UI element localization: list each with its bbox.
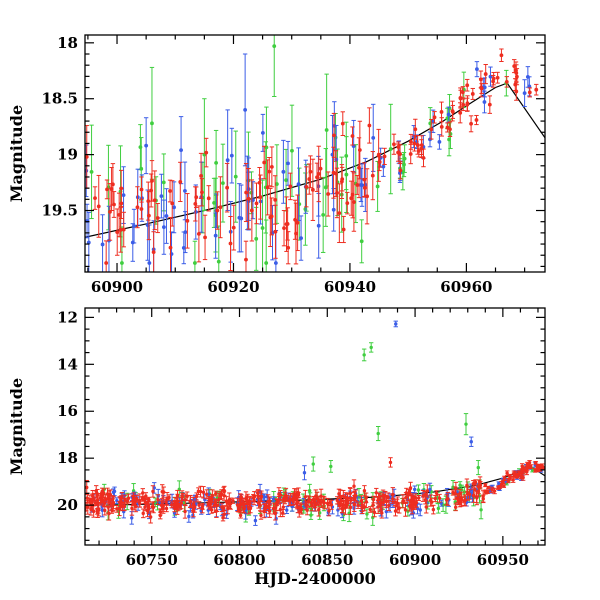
- y-tick-label: 20: [57, 496, 78, 514]
- plot-area: [85, 320, 545, 526]
- y-tick-label: 16: [57, 402, 78, 420]
- x-tick-label: 60920: [207, 278, 259, 296]
- panels-root: 60900 60920 60940 60960 18 18.5 19 19.5 60750 608…: [41, 34, 546, 569]
- plot-area: [85, 35, 545, 272]
- x-tick-label: 60800: [213, 551, 265, 569]
- x-tick-label: 60900: [389, 551, 441, 569]
- x-axis-label: HJD-2400000: [254, 569, 375, 588]
- y-tick-label: 14: [57, 355, 78, 373]
- series-red: [85, 457, 545, 524]
- tick-labels: 60750 60800 60850 60900 60950 12 14 16 18 20: [57, 308, 529, 569]
- tick-marks: [85, 308, 545, 545]
- series-red: [85, 48, 539, 272]
- y-tick-label: 12: [57, 308, 78, 326]
- tick-marks: [85, 35, 545, 272]
- bottom-ylabel: Magnitude: [7, 378, 26, 475]
- bottom-panel: 60750 60800 60850 60900 60950 12 14 16 18 20: [57, 307, 546, 569]
- y-tick-label: 19: [57, 146, 78, 164]
- y-tick-label: 18: [57, 449, 78, 467]
- top-panel: 60900 60920 60940 60960 18 18.5 19 19.5: [41, 34, 546, 296]
- tick-labels: 60900 60920 60940 60960 18 18.5 19 19.5: [41, 34, 492, 296]
- y-tick-label: 18.5: [41, 90, 78, 108]
- top-ylabel: Magnitude: [7, 105, 26, 202]
- x-tick-label: 60900: [91, 278, 143, 296]
- axis-frame: [84, 34, 546, 273]
- x-tick-label: 60750: [126, 551, 178, 569]
- y-tick-label: 19.5: [41, 202, 78, 220]
- x-tick-label: 60960: [440, 278, 492, 296]
- x-tick-label: 60950: [477, 551, 529, 569]
- axis-frame: [84, 307, 546, 546]
- y-tick-label: 18: [57, 34, 78, 52]
- x-tick-label: 60940: [324, 278, 376, 296]
- x-tick-label: 60850: [301, 551, 353, 569]
